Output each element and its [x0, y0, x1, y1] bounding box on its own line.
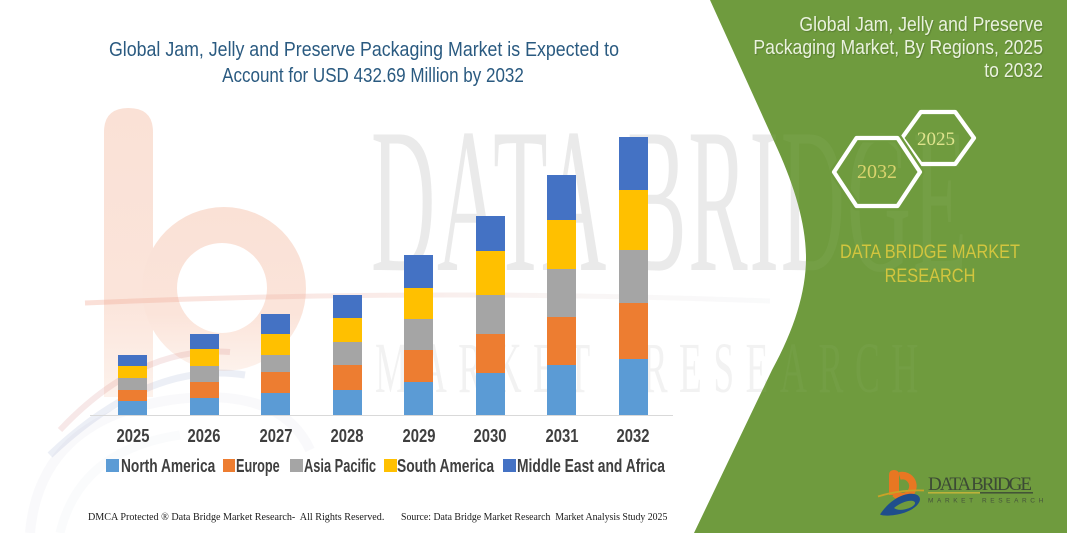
- svg-text:MARKET RESEARCH: MARKET RESEARCH: [928, 498, 1047, 505]
- svg-text:2032: 2032: [857, 161, 897, 183]
- svg-text:DATA BRIDGE: DATA BRIDGE: [928, 474, 1032, 495]
- svg-text:2025: 2025: [917, 129, 955, 150]
